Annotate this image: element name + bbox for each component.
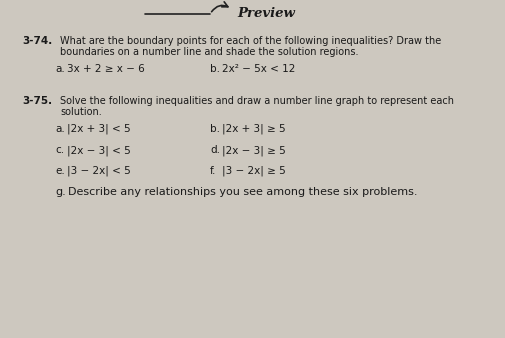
Text: Solve the following inequalities and draw a number line graph to represent each: Solve the following inequalities and dra…	[60, 96, 454, 106]
Text: b.: b.	[210, 124, 220, 134]
Text: 3-74.: 3-74.	[22, 36, 52, 46]
Text: b.: b.	[210, 64, 220, 74]
Text: 3-75.: 3-75.	[22, 96, 52, 106]
Text: solution.: solution.	[60, 107, 102, 117]
Text: |2x + 3| < 5: |2x + 3| < 5	[67, 124, 131, 135]
Text: c.: c.	[55, 145, 64, 155]
Text: Describe any relationships you see among these six problems.: Describe any relationships you see among…	[68, 187, 418, 197]
Text: e.: e.	[55, 166, 65, 176]
Text: boundaries on a number line and shade the solution regions.: boundaries on a number line and shade th…	[60, 47, 359, 57]
Text: a.: a.	[55, 64, 65, 74]
Text: f.: f.	[210, 166, 216, 176]
Text: a.: a.	[55, 124, 65, 134]
Text: Preview: Preview	[237, 7, 295, 20]
Text: 2x² − 5x < 12: 2x² − 5x < 12	[222, 64, 295, 74]
Text: 3x + 2 ≥ x − 6: 3x + 2 ≥ x − 6	[67, 64, 145, 74]
Text: g.: g.	[55, 187, 66, 197]
Text: |2x + 3| ≥ 5: |2x + 3| ≥ 5	[222, 124, 286, 135]
Text: |2x − 3| ≥ 5: |2x − 3| ≥ 5	[222, 145, 286, 155]
Text: What are the boundary points for each of the following inequalities? Draw the: What are the boundary points for each of…	[60, 36, 441, 46]
Text: |2x − 3| < 5: |2x − 3| < 5	[67, 145, 131, 155]
Text: |3 − 2x| < 5: |3 − 2x| < 5	[67, 166, 131, 176]
Text: |3 − 2x| ≥ 5: |3 − 2x| ≥ 5	[222, 166, 286, 176]
Text: d.: d.	[210, 145, 220, 155]
